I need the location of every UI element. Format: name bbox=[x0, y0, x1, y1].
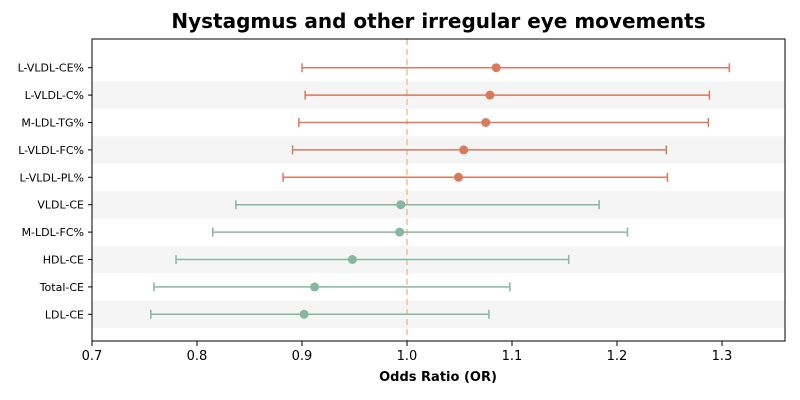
x-axis: 0.7 0.8 0.9 1.0 1.1 1.2 1.3 bbox=[82, 341, 733, 364]
or-point bbox=[395, 227, 405, 237]
or-point bbox=[491, 63, 501, 73]
or-point bbox=[396, 200, 406, 210]
or-point bbox=[459, 145, 469, 155]
x-tick-label: 1.0 bbox=[397, 349, 418, 364]
x-tick-label: 1.2 bbox=[607, 349, 628, 364]
y-tick-label: LDL-CE bbox=[45, 308, 84, 321]
x-tick-label: 0.9 bbox=[292, 349, 313, 364]
y-tick-label: L-VLDL-C% bbox=[25, 89, 84, 102]
or-point bbox=[481, 118, 491, 127]
y-tick-label: M-LDL-FC% bbox=[22, 226, 84, 239]
y-tick-label: M-LDL-TG% bbox=[21, 117, 84, 130]
x-axis-label: Odds Ratio (OR) bbox=[379, 370, 497, 385]
x-tick-label: 1.1 bbox=[502, 349, 523, 364]
or-point bbox=[299, 309, 309, 319]
y-axis: L-VLDL-CE% L-VLDL-C% M-LDL-TG% L-VLDL-FC% L-… bbox=[18, 62, 92, 321]
y-tick-label: VLDL-CE bbox=[37, 199, 84, 212]
y-tick-label: HDL-CE bbox=[43, 254, 84, 267]
chart-title: Nystagmus and other irregular eye moveme… bbox=[171, 9, 706, 33]
or-point bbox=[453, 172, 463, 182]
plot-marks bbox=[150, 63, 731, 319]
y-tick-label: L-VLDL-FC% bbox=[18, 144, 84, 157]
plot-frame bbox=[91, 38, 786, 342]
y-tick-label: L-VLDL-CE% bbox=[18, 62, 84, 75]
or-point bbox=[310, 282, 320, 292]
x-tick-label: 1.3 bbox=[712, 349, 733, 364]
or-point bbox=[485, 90, 495, 100]
y-tick-label: L-VLDL-PL% bbox=[19, 171, 84, 184]
or-point bbox=[347, 255, 357, 264]
x-tick-label: 0.8 bbox=[187, 349, 208, 364]
x-tick-label: 0.7 bbox=[82, 349, 103, 364]
y-tick-label: Total-CE bbox=[39, 281, 84, 294]
